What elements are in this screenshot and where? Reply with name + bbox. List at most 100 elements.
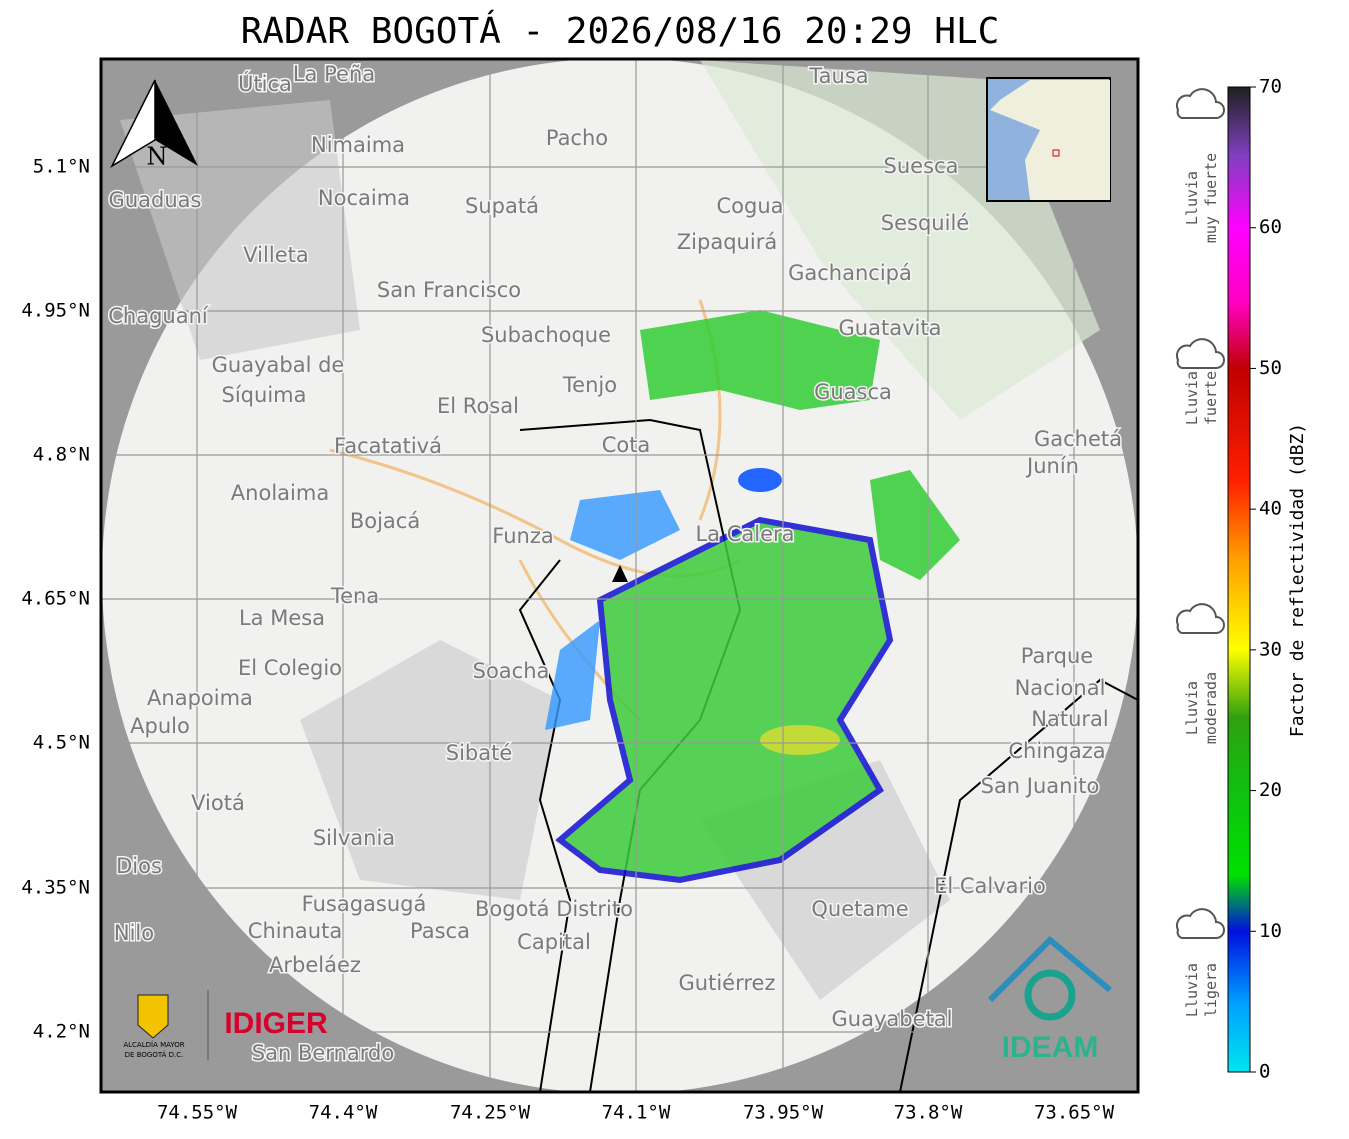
lon-label: 74.55°W bbox=[157, 1102, 238, 1124]
place-name: Quetame bbox=[811, 897, 908, 921]
place-name: Guaduas bbox=[109, 188, 202, 212]
colorbar-tick-label: 30 bbox=[1259, 638, 1282, 660]
grid bbox=[101, 59, 1138, 1092]
place-name: Nimaima bbox=[311, 133, 405, 157]
rain-legend-label: Lluvia bbox=[1183, 681, 1201, 735]
map-frame bbox=[99, 57, 1140, 1094]
place-name: La Calera bbox=[695, 522, 794, 546]
title: RADAR BOGOTÁ - 2026/08/16 20:29 HLC bbox=[241, 10, 1000, 52]
place-name: Parque bbox=[1021, 644, 1093, 668]
place-name: Gachetá bbox=[1034, 427, 1122, 451]
lon-label: 74.25°W bbox=[450, 1102, 531, 1124]
place-name: San Juanito bbox=[981, 774, 1100, 798]
lat-label: 4.5°N bbox=[33, 732, 90, 754]
place-name: Junín bbox=[1025, 454, 1079, 478]
place-name: Guatavita bbox=[839, 316, 942, 340]
echo bbox=[570, 490, 680, 560]
lat-label: 4.35°N bbox=[21, 877, 90, 899]
radar-site bbox=[612, 565, 628, 582]
place-name: El Calvario bbox=[934, 874, 1046, 898]
rain-legend-label: muy fuerte bbox=[1202, 153, 1220, 243]
place-name: Funza bbox=[492, 524, 553, 548]
lon-label: 74.1°W bbox=[602, 1102, 671, 1124]
place-name: Chingaza bbox=[1008, 739, 1105, 763]
place-name: Gachancipá bbox=[788, 261, 912, 285]
place-name: Guasca bbox=[814, 380, 892, 404]
rain-legend-label: Lluvia bbox=[1183, 963, 1201, 1017]
place-name: Guayabetal bbox=[832, 1007, 953, 1031]
place-name: Viotá bbox=[191, 791, 245, 815]
colorbar bbox=[1227, 86, 1251, 1073]
rain-legend-label: moderada bbox=[1202, 672, 1220, 744]
lon-label: 73.65°W bbox=[1034, 1102, 1115, 1124]
lat-label: 4.65°N bbox=[21, 588, 90, 610]
place-name: Facatativá bbox=[334, 434, 442, 458]
place-name: Cogua bbox=[716, 194, 783, 218]
rain-legend-label: fuerte bbox=[1202, 371, 1220, 425]
place-name: Anolaima bbox=[231, 481, 329, 505]
place-name: Guayabal de bbox=[212, 353, 345, 377]
rain-legend-label: Lluvia bbox=[1183, 371, 1201, 425]
radar-echoes bbox=[545, 310, 960, 884]
rain-icon bbox=[1175, 908, 1225, 939]
place-name: Dios bbox=[116, 854, 162, 878]
rain-icon bbox=[1175, 603, 1225, 634]
lat-label: 4.95°N bbox=[21, 300, 90, 322]
place-name: El Colegio bbox=[238, 656, 342, 680]
north-label: N bbox=[147, 143, 168, 171]
place-name: San Bernardo bbox=[252, 1041, 394, 1065]
echo bbox=[870, 470, 960, 580]
rain-icon bbox=[1175, 338, 1225, 369]
place-name: Natural bbox=[1031, 707, 1108, 731]
rain-legend-label: Lluvia bbox=[1183, 171, 1201, 225]
alcaldia-logo: ALCALDÍA MAYOR DE BOGOTÁ D.C. IDIGER bbox=[123, 990, 328, 1060]
place-name: Zipaquirá bbox=[677, 230, 777, 254]
colorbar-tick-label: 60 bbox=[1259, 216, 1282, 238]
logo-text: IDIGER bbox=[224, 1007, 328, 1040]
place-name: Tenjo bbox=[562, 373, 617, 397]
colorbar-tick-label: 0 bbox=[1259, 1061, 1270, 1083]
echo bbox=[555, 516, 894, 884]
place-name: Fusagasugá bbox=[302, 892, 427, 916]
place-name: San Francisco bbox=[377, 278, 521, 302]
lat-label: 5.1°N bbox=[33, 156, 90, 178]
place-name: Nocaima bbox=[318, 186, 410, 210]
rain-legend-label: ligera bbox=[1202, 963, 1220, 1017]
inset-map bbox=[986, 77, 1111, 202]
place-name: Supatá bbox=[465, 194, 539, 218]
place-name: Nilo bbox=[114, 921, 154, 945]
place-name: Apulo bbox=[130, 714, 190, 738]
place-name: Villeta bbox=[243, 243, 308, 267]
place-name: Bogotá Distrito bbox=[475, 897, 633, 921]
place-name: Chaguaní bbox=[108, 304, 209, 328]
colorbar-tick-label: 40 bbox=[1259, 498, 1282, 520]
logo-text: IDEAM bbox=[1002, 1031, 1099, 1064]
place-name: Chinauta bbox=[248, 919, 342, 943]
place-name: Útica bbox=[238, 71, 292, 96]
logo-text: ALCALDÍA MAYOR bbox=[123, 1040, 184, 1049]
place-name: Soacha bbox=[473, 659, 550, 683]
place-name: Sesquilé bbox=[881, 211, 969, 235]
echo bbox=[640, 310, 880, 410]
colorbar-tick-label: 50 bbox=[1259, 357, 1282, 379]
place-name: La Peña bbox=[293, 62, 375, 86]
rain-icon bbox=[1175, 88, 1225, 119]
lon-label: 73.95°W bbox=[743, 1102, 824, 1124]
echo bbox=[738, 468, 782, 492]
colorbar-tick-label: 20 bbox=[1259, 779, 1282, 801]
place-name: Arbeláez bbox=[269, 953, 361, 977]
echo bbox=[760, 725, 840, 755]
terrain bbox=[120, 100, 950, 1000]
place-name: Sibaté bbox=[446, 741, 513, 765]
echo bbox=[545, 620, 600, 730]
place-name: Subachoque bbox=[481, 323, 611, 347]
place-name: Tena bbox=[330, 584, 379, 608]
place-name: Suesca bbox=[884, 154, 959, 178]
place-name: Capital bbox=[517, 930, 591, 954]
ideam-logo: IDEAM bbox=[987, 935, 1112, 1064]
colorbar-label: Factor de reflectividad (dBZ) bbox=[1287, 423, 1308, 737]
place-name: Pacho bbox=[546, 126, 608, 150]
